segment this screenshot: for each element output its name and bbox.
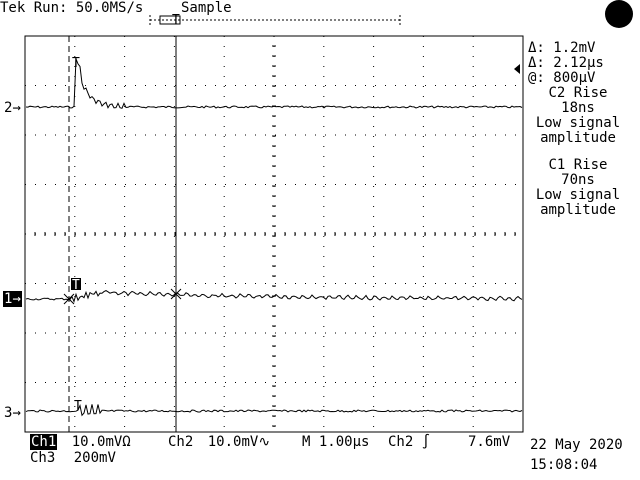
acquisition-mode: Sample — [181, 0, 232, 16]
ch2-trigger-marker: T — [72, 56, 80, 71]
ch3-scale: 200mV — [73, 450, 116, 466]
measurement-note: Low signal — [535, 187, 621, 203]
header-status: Tek Run: 50.0MS/s — [0, 0, 143, 16]
trigger-marker-bg — [71, 278, 81, 290]
measurement-value: 70ns — [561, 172, 595, 188]
measurement-note: amplitude — [540, 130, 616, 146]
measurement-note: amplitude — [540, 202, 616, 218]
cursor-cross-marker — [63, 293, 75, 305]
cursor-delta-t: Δ: 2.12µs — [528, 55, 604, 71]
ch2-scale-readout[interactable]: Ch2 10.0mV∿ — [168, 434, 270, 450]
cursor-cross-marker — [170, 288, 182, 300]
ch1-scale: 10.0mVΩ — [71, 434, 131, 450]
ch2-marker[interactable]: 2→ — [4, 100, 21, 116]
date-readout: 22 May 2020 — [530, 437, 623, 453]
timebase-readout[interactable]: M 1.00µs — [302, 434, 370, 450]
ch3-waveform — [25, 403, 523, 417]
ch3-label: Ch3 — [30, 450, 56, 466]
record-trigger-marker: T — [172, 13, 180, 28]
graticule-border — [24, 35, 524, 433]
trigger-level[interactable]: 7.6mV — [468, 434, 511, 450]
ch2-waveform — [25, 58, 523, 109]
measurement-c1-rise: C1 Rise 70ns Low signal amplitude — [522, 158, 634, 218]
ch1-marker[interactable]: 1→ — [3, 291, 22, 307]
measurement-c2-rise: C2 Rise 18ns Low signal amplitude — [522, 86, 634, 146]
time-readout: 15:08:04 — [530, 457, 598, 473]
record-window — [159, 15, 181, 25]
cursor-lines — [68, 36, 177, 432]
ch3-marker[interactable]: 3→ — [4, 405, 21, 421]
brand-label: Tek — [0, 0, 26, 16]
ch1-label: Ch1 — [30, 434, 58, 450]
ch2-scale: 10.0mV — [207, 434, 259, 450]
trigger-source[interactable]: Ch2 ∫ — [388, 434, 431, 450]
cursor-delta-v: Δ: 1.2mV — [528, 40, 596, 56]
cursor-at-v: @: 800µV — [528, 70, 596, 86]
channel-markers: T T T T — [63, 13, 182, 414]
measurement-title: C1 Rise — [548, 157, 608, 173]
cursor-level-arrow-icon — [514, 64, 520, 74]
run-indicator-icon — [605, 0, 633, 28]
record-bar-line — [149, 15, 401, 26]
waveform-traces — [25, 58, 523, 417]
measurement-note: Low signal — [535, 115, 621, 131]
ch1-scale-readout[interactable]: Ch1 10.0mVΩ — [30, 434, 131, 450]
ch2-label: Ch2 — [168, 434, 194, 450]
acquisition-status: Run: 50.0MS/s — [33, 0, 144, 16]
ch1-trigger-marker: T — [72, 278, 80, 293]
ch3-trigger-marker: T — [74, 399, 82, 414]
ch1-waveform — [25, 290, 523, 304]
record-position-bar — [149, 15, 401, 26]
measurement-value: 18ns — [561, 100, 595, 116]
measurement-title: C2 Rise — [548, 85, 608, 101]
bandwidth-icon: ∿ — [258, 434, 271, 450]
graticule — [24, 35, 524, 433]
ch3-scale-readout[interactable]: Ch3 200mV — [30, 450, 116, 466]
